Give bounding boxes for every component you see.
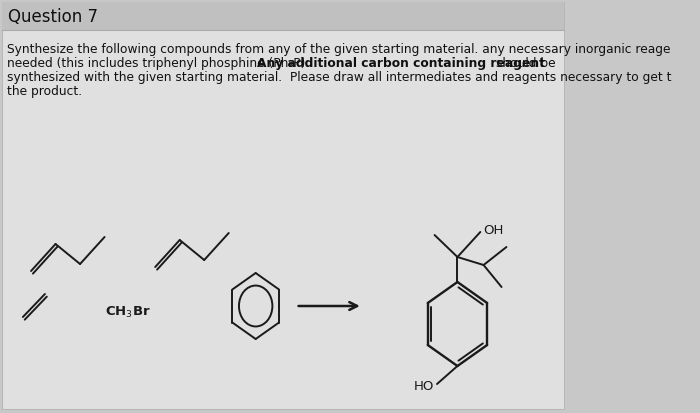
Text: CH$_3$Br: CH$_3$Br (104, 304, 150, 319)
FancyBboxPatch shape (3, 3, 564, 31)
Text: Question 7: Question 7 (8, 8, 98, 26)
FancyBboxPatch shape (3, 3, 564, 409)
Text: should be: should be (491, 57, 555, 70)
Text: HO: HO (414, 380, 435, 392)
Text: needed (this includes triphenyl phosphine (Ph₃P).: needed (this includes triphenyl phosphin… (6, 57, 313, 70)
Text: Any additional carbon containing reagent: Any additional carbon containing reagent (257, 57, 545, 70)
Text: Synthesize the following compounds from any of the given starting material. any : Synthesize the following compounds from … (6, 43, 670, 56)
Text: OH: OH (483, 224, 503, 237)
Text: the product.: the product. (6, 85, 82, 98)
Text: synthesized with the given starting material.  Please draw all intermediates and: synthesized with the given starting mate… (6, 71, 671, 84)
